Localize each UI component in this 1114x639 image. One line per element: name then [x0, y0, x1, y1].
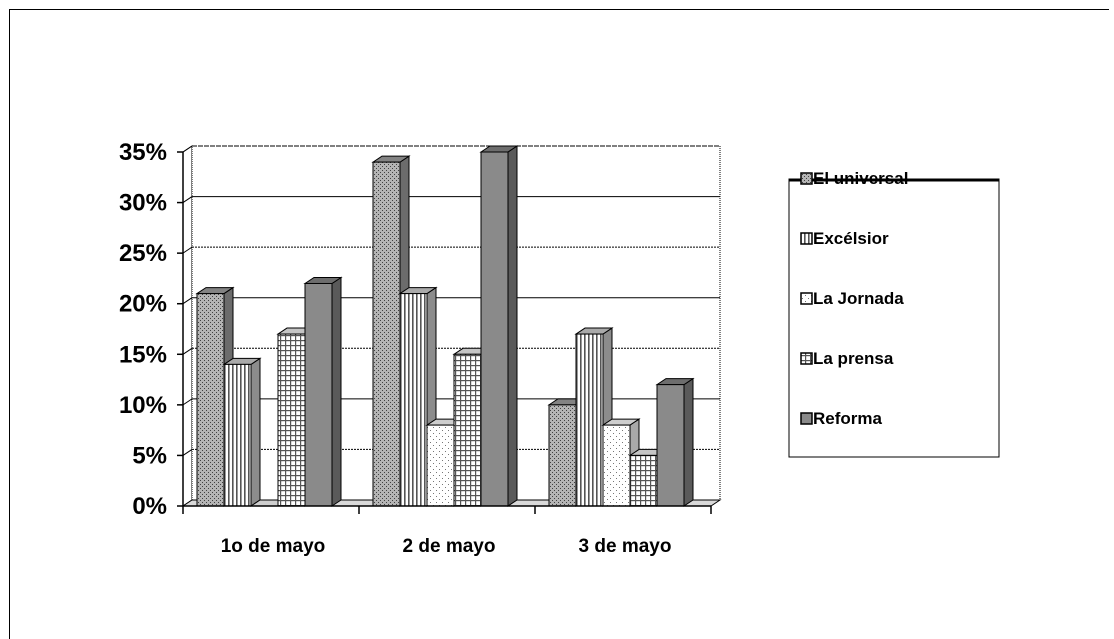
legend-label: La Jornada: [813, 289, 904, 308]
legend-item: La Jornada: [800, 289, 904, 308]
y-axis-ticks: 0% 5% 10% 15% 20% 25% 30% 35%: [119, 139, 183, 520]
x-axis-ticks: 1o de mayo 2 de mayo 3 de mayo: [182, 506, 712, 557]
bars: [195, 145, 695, 507]
legend-swatch: [800, 232, 813, 245]
legend-swatch: [800, 292, 813, 305]
bar: [303, 276, 343, 507]
legend-swatch: [800, 412, 813, 425]
y-tick-label: 5%: [132, 442, 167, 469]
chart-frame: [9, 9, 1109, 639]
bar: [479, 145, 519, 507]
legend-label: La prensa: [813, 349, 894, 368]
axes: [182, 152, 711, 507]
y-tick-label: 35%: [119, 139, 167, 166]
bar: [574, 327, 614, 507]
y-tick-label: 10%: [119, 392, 167, 419]
x-tick-label: 1o de mayo: [221, 536, 326, 557]
legend: El universal Excélsior La Jornada La prensa…: [788, 169, 1000, 458]
legend-item: La prensa: [800, 349, 894, 368]
legend-label: El universal: [813, 169, 908, 188]
legend-swatch: [800, 172, 813, 185]
bar: [655, 377, 695, 507]
legend-label: Excélsior: [813, 229, 889, 248]
y-tick-label: 25%: [119, 240, 167, 267]
legend-item: Excélsior: [800, 229, 889, 248]
y-tick-label: 0%: [132, 493, 167, 520]
x-tick-label: 2 de mayo: [403, 536, 496, 557]
y-tick-label: 20%: [119, 291, 167, 318]
legend-item: Reforma: [800, 409, 883, 428]
legend-item: El universal: [800, 169, 908, 188]
x-tick-label: 3 de mayo: [579, 536, 672, 557]
y-tick-label: 30%: [119, 190, 167, 217]
bar: [222, 357, 262, 507]
y-tick-label: 15%: [119, 341, 167, 368]
legend-label: Reforma: [813, 409, 883, 428]
legend-swatch: [800, 352, 813, 365]
